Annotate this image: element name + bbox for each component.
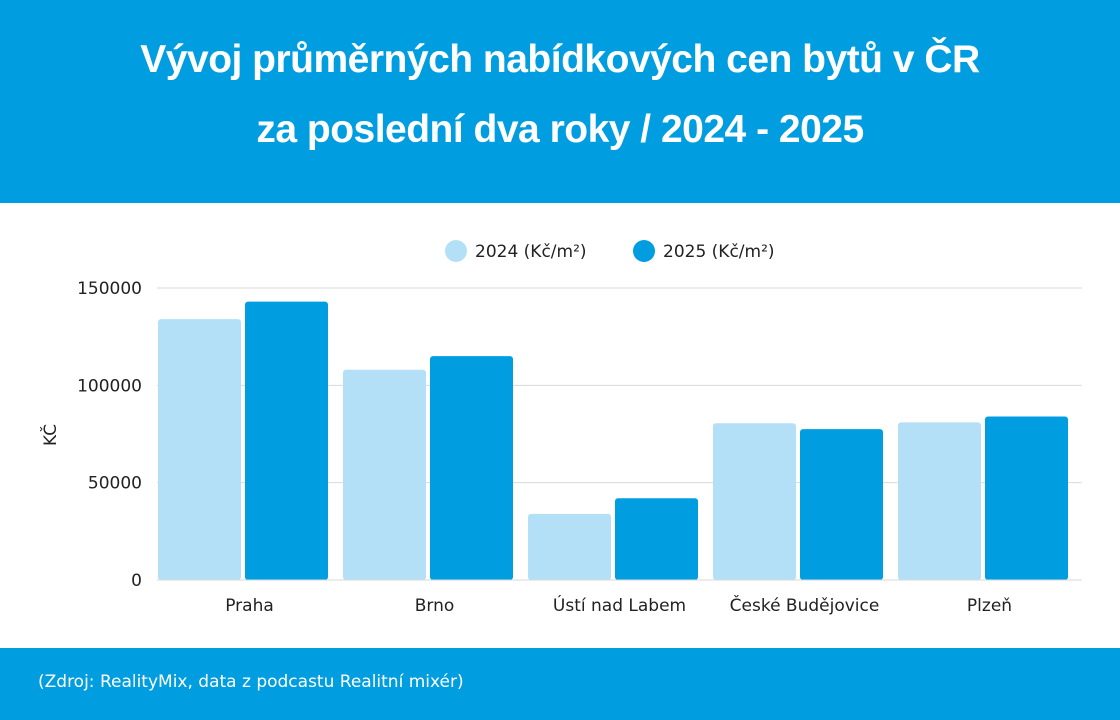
- chart-area: 0 50000 100000 150000 KČ Praha Brno Ústí nad La…: [0, 203, 1120, 648]
- bar-2025: [615, 498, 698, 580]
- y-axis-label: KČ: [39, 424, 61, 446]
- bar-2025: [985, 416, 1068, 580]
- footer-banner: (Zdroj: RealityMix, data z podcastu Real…: [0, 648, 1120, 720]
- legend-swatch: [445, 240, 467, 262]
- source-note: (Zdroj: RealityMix, data z podcastu Real…: [38, 672, 464, 692]
- bar-2025: [430, 356, 513, 580]
- x-tick-label: Brno: [415, 596, 455, 616]
- bar-2024: [528, 513, 611, 580]
- bar-2024: [713, 423, 796, 580]
- x-tick-label: Ústí nad Labem: [553, 594, 686, 616]
- legend-swatch: [633, 240, 655, 262]
- chart-title-line-1: Vývoj průměrných nabídkových cen bytů v …: [140, 38, 980, 81]
- bar-2024: [343, 369, 426, 580]
- x-tick-label: Plzeň: [967, 596, 1012, 616]
- header-banner: Vývoj průměrných nabídkových cen bytů v …: [0, 0, 1120, 203]
- bar-2024: [898, 422, 981, 580]
- y-tick-label: 0: [131, 571, 142, 591]
- y-tick-label: 50000: [88, 474, 142, 494]
- bar-2025: [800, 429, 883, 580]
- y-tick-label: 150000: [77, 279, 142, 299]
- x-tick-label: Praha: [225, 596, 274, 616]
- bar-chart: 0 50000 100000 150000 KČ Praha Brno Ústí nad La…: [39, 240, 1082, 616]
- legend-label: 2024 (Kč/m²): [475, 242, 587, 262]
- bar-2025: [245, 301, 328, 580]
- y-tick-label: 100000: [77, 376, 142, 396]
- bar-2024: [158, 319, 241, 580]
- legend-label: 2025 (Kč/m²): [663, 242, 775, 262]
- x-tick-label: České Budějovice: [730, 594, 880, 616]
- chart-title-line-2: za poslední dva roky / 2024 - 2025: [256, 108, 864, 151]
